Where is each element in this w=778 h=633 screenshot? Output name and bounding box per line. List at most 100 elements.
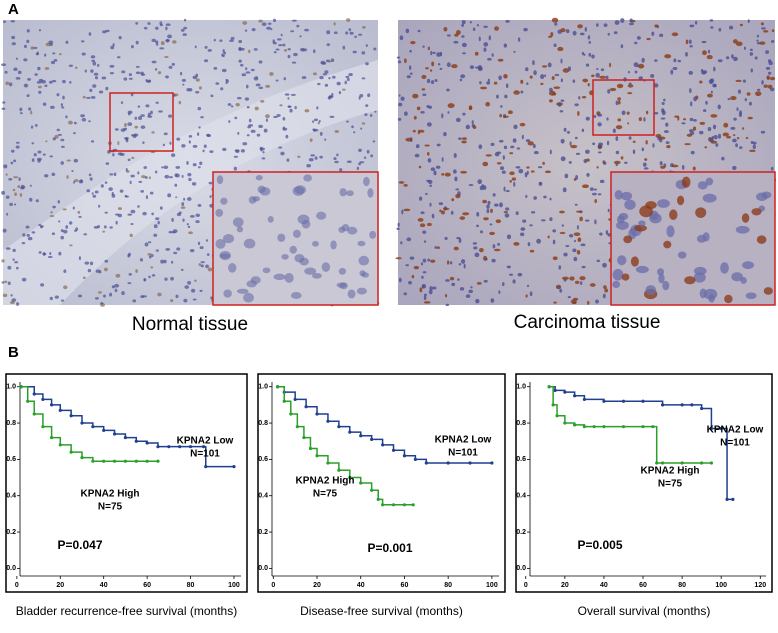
cell xyxy=(238,59,242,63)
cell xyxy=(771,29,775,33)
cell xyxy=(216,175,224,185)
cell xyxy=(702,50,707,56)
cell xyxy=(128,252,131,257)
cell xyxy=(194,45,197,49)
cell xyxy=(597,193,602,196)
cell xyxy=(436,143,441,147)
cell xyxy=(599,232,603,236)
censor-mark xyxy=(123,459,128,463)
cell xyxy=(280,151,285,156)
censor-mark xyxy=(651,425,655,429)
cell xyxy=(587,82,590,87)
cell xyxy=(426,222,432,227)
censor-mark xyxy=(621,425,626,429)
cell xyxy=(722,132,729,137)
cell xyxy=(396,227,400,231)
cell xyxy=(21,242,26,245)
censor-mark xyxy=(573,394,577,398)
cell xyxy=(80,114,85,118)
cell xyxy=(338,267,347,275)
cell xyxy=(702,109,707,113)
cell xyxy=(304,267,317,275)
legend-label: KPNA2 High xyxy=(81,489,140,500)
cell xyxy=(321,262,331,272)
cell xyxy=(104,267,108,272)
cell xyxy=(403,292,407,296)
cell xyxy=(44,66,50,70)
cell xyxy=(427,158,432,163)
plot-frame xyxy=(257,373,506,593)
cell xyxy=(641,57,645,63)
cell xyxy=(397,222,400,227)
cell xyxy=(436,52,442,57)
legend-count: N=75 xyxy=(98,502,123,513)
cell xyxy=(443,132,447,137)
cell xyxy=(613,160,621,165)
cell xyxy=(462,212,470,216)
cell xyxy=(21,277,27,282)
cell xyxy=(12,258,15,261)
cell xyxy=(150,266,154,269)
cell xyxy=(60,103,63,107)
cell xyxy=(167,193,172,198)
cell xyxy=(437,246,440,250)
x-tick-label: 100 xyxy=(715,582,727,589)
cell xyxy=(200,116,204,119)
cell xyxy=(367,93,371,98)
cell xyxy=(592,142,596,146)
cell xyxy=(230,105,234,108)
cell xyxy=(624,199,636,210)
cell xyxy=(138,180,143,183)
cell xyxy=(587,35,591,40)
cell xyxy=(582,78,589,83)
cell xyxy=(612,280,621,289)
censor-mark xyxy=(582,397,586,402)
x-tick-label: 0 xyxy=(271,582,275,589)
cell xyxy=(428,289,433,295)
cell xyxy=(681,122,686,125)
cell xyxy=(513,181,516,187)
cell xyxy=(360,127,363,130)
cell xyxy=(23,44,27,49)
cell xyxy=(359,94,364,98)
cell xyxy=(38,29,42,32)
cell xyxy=(660,165,666,169)
cell xyxy=(115,273,121,278)
cell xyxy=(121,70,126,74)
cell xyxy=(453,40,459,44)
cell xyxy=(261,157,266,160)
cell xyxy=(276,114,281,117)
cell xyxy=(562,68,570,73)
cell xyxy=(236,96,242,100)
cell xyxy=(565,29,570,34)
censor-mark xyxy=(326,461,330,465)
cell xyxy=(427,151,430,156)
cell xyxy=(489,223,493,226)
cell xyxy=(144,242,149,247)
cell xyxy=(114,283,120,288)
cell xyxy=(429,69,433,72)
cell xyxy=(525,194,528,199)
cell xyxy=(710,114,718,118)
cell xyxy=(282,127,288,131)
cell xyxy=(494,203,499,207)
cell xyxy=(151,274,156,277)
cell xyxy=(287,105,292,108)
cell xyxy=(469,21,473,24)
censor-mark xyxy=(69,414,73,418)
cell xyxy=(280,33,283,37)
cell xyxy=(445,303,450,307)
cell xyxy=(417,218,424,222)
cell xyxy=(273,115,278,118)
cell xyxy=(477,65,483,70)
censor-mark xyxy=(680,403,684,407)
cell xyxy=(367,188,374,198)
cell xyxy=(289,108,293,113)
cell xyxy=(140,71,144,76)
cell xyxy=(503,186,506,192)
cell xyxy=(752,144,756,150)
cell xyxy=(589,283,596,287)
censor-mark xyxy=(411,503,415,507)
cell xyxy=(103,225,107,229)
cell xyxy=(336,153,339,157)
